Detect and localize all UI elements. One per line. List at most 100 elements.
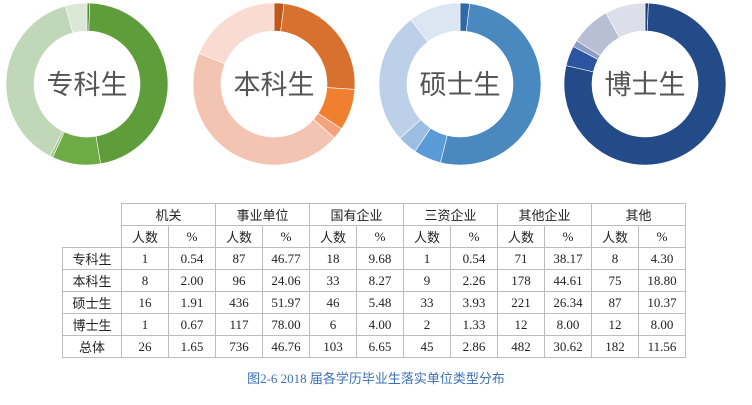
table-cell: 1 <box>121 247 169 270</box>
donut-3: 博士生 <box>563 2 727 166</box>
table-cell: 3.93 <box>450 291 498 314</box>
table-cell: 8 <box>591 247 639 270</box>
table-cell: 10.37 <box>638 291 686 314</box>
table-cell: 1.33 <box>450 313 498 336</box>
table-cell: 87 <box>591 291 639 314</box>
table-cell: 1 <box>121 313 169 336</box>
table-cell: 8.00 <box>638 313 686 336</box>
table-cell: 9.68 <box>356 247 404 270</box>
table-cell: 103 <box>309 335 357 358</box>
donut-slice-1 <box>88 2 169 165</box>
sub-header: 人数 <box>309 225 357 248</box>
group-header: 事业单位 <box>215 203 310 226</box>
table-cell: 436 <box>215 291 263 314</box>
sub-header: % <box>356 225 404 248</box>
table-cell: 87 <box>215 247 263 270</box>
table-cell: 24.06 <box>262 269 310 292</box>
table-cell: 96 <box>215 269 263 292</box>
figure-caption: 图2-6 2018 届各学历毕业生落实单位类型分布 <box>247 371 505 386</box>
table-cell: 482 <box>497 335 545 358</box>
table-row: 专科生 1 0.54 87 46.77 18 9.68 1 0.54 71 38.17 8 4.30 <box>62 247 686 270</box>
table-cell: 12 <box>591 313 639 336</box>
table-row: 博士生 1 0.67 117 78.00 6 4.00 2 1.33 12 8.00 12 8.00 <box>62 313 686 336</box>
table-cell: 51.97 <box>262 291 310 314</box>
table-cell: 26 <box>121 335 169 358</box>
table-cell: 46 <box>309 291 357 314</box>
table-cell: 11.56 <box>638 335 686 358</box>
donut-center-label: 本科生 <box>234 70 315 101</box>
table-cell: 1.91 <box>168 291 216 314</box>
table-row: 硕士生 16 1.91 436 51.97 46 5.48 33 3.93 221 26.34 87 1… <box>62 291 686 314</box>
row-label: 总体 <box>62 335 122 358</box>
sub-header: 人数 <box>215 225 263 248</box>
donut-slice-1 <box>563 2 727 166</box>
table-row: 本科生 8 2.00 96 24.06 33 8.27 9 2.26 178 44.61 75 18.8… <box>62 269 686 292</box>
table-cell: 5.48 <box>356 291 404 314</box>
table-cell: 46.76 <box>262 335 310 358</box>
donut-slice-5 <box>410 2 461 43</box>
sub-header: 人数 <box>403 225 451 248</box>
group-header: 机关 <box>121 203 216 226</box>
table-cell: 33 <box>309 269 357 292</box>
donut-slice-1 <box>440 3 542 166</box>
table-cell: 46.77 <box>262 247 310 270</box>
table-cell: 4.30 <box>638 247 686 270</box>
group-header: 其他 <box>591 203 686 226</box>
donut-1: 本科生 <box>192 2 356 166</box>
group-header: 其他企业 <box>497 203 592 226</box>
donut-slice-5 <box>605 2 646 38</box>
donut-slice-4 <box>5 5 74 157</box>
table-cell: 0.54 <box>168 247 216 270</box>
row-label: 博士生 <box>62 313 122 336</box>
table-cell: 33 <box>403 291 451 314</box>
group-header: 三资企业 <box>403 203 498 226</box>
sub-header: 人数 <box>121 225 169 248</box>
table-cell: 2.00 <box>168 269 216 292</box>
table-cell: 2.26 <box>450 269 498 292</box>
sub-header: % <box>638 225 686 248</box>
donut-slice-5 <box>65 2 88 34</box>
table-cell: 9 <box>403 269 451 292</box>
table-cell: 221 <box>497 291 545 314</box>
sub-header: 人数 <box>591 225 639 248</box>
table-cell: 78.00 <box>262 313 310 336</box>
table-cell: 30.62 <box>544 335 592 358</box>
distribution-table: 机关 事业单位 国有企业 三资企业 其他企业 其他 人数% 人数% 人数% 人数% 人数% 人数% 专科… <box>62 203 686 358</box>
table-cell: 8.27 <box>356 269 404 292</box>
table-cell: 4.00 <box>356 313 404 336</box>
row-label: 本科生 <box>62 269 122 292</box>
table-cell: 2.86 <box>450 335 498 358</box>
group-header: 国有企业 <box>309 203 404 226</box>
donut-center-label: 硕士生 <box>420 70 501 101</box>
sub-header: 人数 <box>497 225 545 248</box>
sub-header: % <box>544 225 592 248</box>
donut-0: 专科生 <box>5 2 169 166</box>
table-cell: 736 <box>215 335 263 358</box>
table-cell: 8 <box>121 269 169 292</box>
table-cell: 12 <box>497 313 545 336</box>
table-cell: 71 <box>497 247 545 270</box>
table-cell: 182 <box>591 335 639 358</box>
sub-header: % <box>450 225 498 248</box>
donut-center-label: 专科生 <box>47 70 128 101</box>
table-cell: 16 <box>121 291 169 314</box>
row-label: 专科生 <box>62 247 122 270</box>
donut-charts: 专科生 本科生 硕士生 博士生 <box>5 2 727 166</box>
table-cell: 75 <box>591 269 639 292</box>
table-header-row: 机关 事业单位 国有企业 三资企业 其他企业 其他 <box>62 203 686 248</box>
table-cell: 44.61 <box>544 269 592 292</box>
table-cell: 6 <box>309 313 357 336</box>
sub-header: % <box>168 225 216 248</box>
table-cell: 1 <box>403 247 451 270</box>
donut-slice-4 <box>192 52 335 166</box>
table-cell: 26.34 <box>544 291 592 314</box>
table-cell: 8.00 <box>544 313 592 336</box>
table-row: 总体 26 1.65 736 46.76 103 6.65 45 2.86 482 30.62 182… <box>62 335 686 358</box>
table-cell: 178 <box>497 269 545 292</box>
table-cell: 0.54 <box>450 247 498 270</box>
table-cell: 0.67 <box>168 313 216 336</box>
table-subheader-row: 人数% 人数% 人数% 人数% 人数% 人数% <box>63 225 686 248</box>
donut-center-label: 博士生 <box>605 70 686 101</box>
table-cell: 1.65 <box>168 335 216 358</box>
table-cell: 6.65 <box>356 335 404 358</box>
